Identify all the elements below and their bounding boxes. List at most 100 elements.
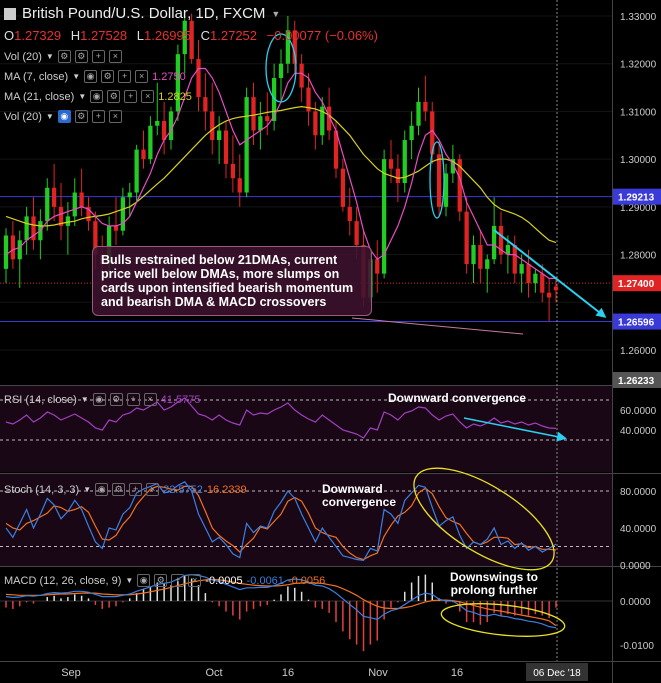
candle-body[interactable] <box>127 192 132 198</box>
candle-body[interactable] <box>326 106 332 131</box>
candle-body[interactable] <box>375 259 380 274</box>
indicator-label[interactable]: MACD (12, 26, close, 9) <box>4 574 122 587</box>
stoch-annotation[interactable]: Downward convergence <box>322 482 397 509</box>
candle-body[interactable] <box>278 63 284 79</box>
add-icon[interactable]: + <box>171 574 185 587</box>
candle-body[interactable] <box>306 87 311 112</box>
candle-body[interactable] <box>258 116 263 131</box>
indicator-label[interactable]: MA (7, close) <box>4 70 69 83</box>
add-icon[interactable]: + <box>126 393 140 406</box>
indicator-legend-ma7[interactable]: MA (7, close) ▼ ◉ ⚙ + × 1.2750 <box>4 70 186 83</box>
candle-body[interactable] <box>526 264 531 284</box>
candle-body[interactable] <box>106 225 112 265</box>
stoch-k-line[interactable] <box>5 481 557 562</box>
rsi-annotation[interactable]: Downward convergence <box>388 391 527 405</box>
candle-body[interactable] <box>168 111 174 141</box>
candle-body[interactable] <box>265 116 270 121</box>
candle-body[interactable] <box>533 273 538 284</box>
candle-body[interactable] <box>402 140 407 183</box>
candle-body[interactable] <box>271 78 277 121</box>
macd-annotation[interactable]: Downswings to prolong further <box>450 570 538 597</box>
rsi-legend[interactable]: RSI (14, close) ▼ ◉ ⚙ + × 41.5775 <box>4 393 200 406</box>
candle-body[interactable] <box>58 206 64 226</box>
eye-icon[interactable]: ◉ <box>95 483 109 496</box>
candle-body[interactable] <box>478 245 483 269</box>
rsi-line[interactable] <box>5 397 557 439</box>
eye-icon[interactable]: ◉ <box>90 90 104 103</box>
candle-body[interactable] <box>285 30 291 64</box>
chevron-down-icon[interactable]: ▼ <box>125 576 134 585</box>
settings-icon[interactable]: ⚙ <box>57 50 71 63</box>
candle-body[interactable] <box>141 149 146 160</box>
symbol-header[interactable]: British Pound/U.S. Dollar, 1D, FXCM ▼ <box>4 5 280 22</box>
collapse-icon[interactable] <box>4 7 16 20</box>
candle-body[interactable] <box>430 111 435 155</box>
candle-body[interactable] <box>175 54 181 112</box>
chevron-down-icon[interactable]: ▼ <box>271 8 281 19</box>
candle-body[interactable] <box>471 245 476 265</box>
eye-icon[interactable]: ◉ <box>137 574 151 587</box>
candle-body[interactable] <box>388 159 394 169</box>
gear-icon[interactable]: ⚙ <box>112 483 126 496</box>
candle-body[interactable] <box>51 187 57 207</box>
candle-body[interactable] <box>93 221 98 255</box>
add-icon[interactable]: + <box>91 50 105 63</box>
close-icon[interactable]: × <box>108 110 122 123</box>
candle-body[interactable] <box>333 130 339 169</box>
candle-body[interactable] <box>381 159 387 274</box>
candle-body[interactable] <box>299 63 304 88</box>
trend-arrow[interactable] <box>493 229 607 318</box>
chevron-down-icon[interactable]: ▼ <box>80 395 89 404</box>
candle-body[interactable] <box>423 101 428 112</box>
candle-body[interactable] <box>161 120 167 141</box>
close-icon[interactable]: × <box>108 50 122 63</box>
candle-body[interactable] <box>436 154 442 207</box>
close-icon[interactable]: × <box>143 393 157 406</box>
gear-icon[interactable]: ⚙ <box>107 90 121 103</box>
candle-body[interactable] <box>244 97 249 193</box>
candle-body[interactable] <box>31 216 36 241</box>
macd-legend[interactable]: MACD (12, 26, close, 9) ▼ ◉ ⚙ + × -0.000… <box>4 574 325 587</box>
rsi-trend-arrow[interactable] <box>463 417 567 442</box>
chevron-down-icon[interactable]: ▼ <box>72 72 81 81</box>
eye-icon[interactable]: ◉ <box>57 110 71 123</box>
candle-body[interactable] <box>553 286 559 291</box>
candle-body[interactable] <box>210 111 215 141</box>
gear-icon[interactable]: ⚙ <box>74 110 88 123</box>
gear-icon[interactable]: ⚙ <box>74 50 88 63</box>
candle-body[interactable] <box>155 120 160 126</box>
candle-body[interactable] <box>65 216 71 226</box>
chevron-down-icon[interactable]: ▼ <box>78 92 87 101</box>
gear-icon[interactable]: ⚙ <box>101 70 115 83</box>
candle-body[interactable] <box>237 178 242 193</box>
macd-ellipse[interactable] <box>440 599 566 642</box>
candle-body[interactable] <box>189 20 194 59</box>
symbol-title[interactable]: British Pound/U.S. Dollar, 1D, FXCM <box>22 5 266 22</box>
candle-body[interactable] <box>395 168 401 183</box>
stoch-ellipse[interactable] <box>399 449 570 590</box>
chevron-down-icon[interactable]: ▼ <box>45 52 54 61</box>
candle-body[interactable] <box>113 225 119 231</box>
candle-body[interactable] <box>540 273 545 293</box>
highlight-ellipse[interactable] <box>265 33 297 103</box>
close-icon[interactable]: × <box>188 574 202 587</box>
candle-body[interactable] <box>216 130 222 141</box>
candle-body[interactable] <box>464 211 469 265</box>
candle-body[interactable] <box>251 97 256 131</box>
candle-body[interactable] <box>491 225 497 260</box>
candle-body[interactable] <box>230 163 236 179</box>
candle-body[interactable] <box>182 20 187 55</box>
candle-body[interactable] <box>416 101 421 126</box>
indicator-label[interactable]: Vol (20) <box>4 50 42 63</box>
candle-body[interactable] <box>313 111 318 136</box>
stoch-legend[interactable]: Stoch (14, 3, 3) ▼ ◉ ⚙ + × 22.5752 16.23… <box>4 483 247 496</box>
add-icon[interactable]: + <box>129 483 143 496</box>
indicator-label[interactable]: MA (21, close) <box>4 90 75 103</box>
candle-body[interactable] <box>354 221 359 246</box>
candle-body[interactable] <box>409 125 414 141</box>
macd-line[interactable] <box>5 573 557 629</box>
candle-body[interactable] <box>519 264 524 274</box>
candle-body[interactable] <box>457 159 462 212</box>
candle-body[interactable] <box>443 173 449 207</box>
